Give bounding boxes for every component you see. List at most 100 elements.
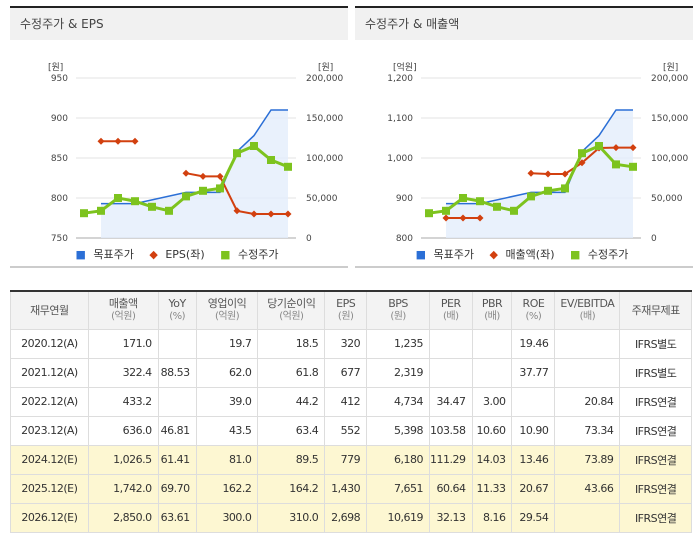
- legend-adj-price: ■ 수정주가: [220, 248, 279, 261]
- legend-target-price: ■ 목표주가: [415, 248, 474, 261]
- table-cell: 81.0: [195, 444, 259, 475]
- column-header: PBR (배): [471, 290, 513, 330]
- table-cell: 2022.12(A): [10, 386, 89, 417]
- table-cell: 73.89: [554, 444, 621, 475]
- header-unit: (억원): [214, 311, 240, 323]
- table-cell: 4,734: [366, 386, 430, 417]
- adj-price-point: [216, 184, 224, 193]
- adj-price-point: [250, 142, 258, 150]
- table-cell: 320: [324, 328, 368, 359]
- table-cell: 46.81: [157, 415, 197, 446]
- panel-title: 수정주가 & EPS: [10, 8, 348, 40]
- left-tick-label: 1,100: [387, 114, 413, 124]
- header-unit: (배): [484, 311, 500, 323]
- adj-price-point: [165, 206, 173, 215]
- adj-price-point: [80, 209, 88, 218]
- table-cell: [471, 357, 513, 388]
- column-header: ROE (%): [511, 290, 556, 330]
- legend-adj-price: ■ 수정주가: [570, 248, 629, 261]
- table-cell: IFRS연결: [619, 415, 692, 446]
- left-series-point: [527, 169, 535, 177]
- table-cell: 19.46: [511, 328, 556, 359]
- table-cell: 39.0: [195, 386, 259, 417]
- revenue-chart-panel: 수정주가 & 매출액 [억원] [원] 1,200 200,000 1,100 150,0…: [355, 6, 693, 268]
- revenue-chart: [억원] [원] 1,200 200,000 1,100 150,000 1,000 100,…: [387, 61, 688, 242]
- table-cell: 322.4: [87, 357, 159, 388]
- adj-price-point: [131, 197, 139, 206]
- header-unit: (%): [169, 311, 186, 323]
- table-cell: 1,742.0: [87, 473, 159, 504]
- right-tick-label: 100,000: [306, 154, 343, 164]
- table-cell: 2,850.0: [87, 502, 159, 533]
- column-header: 매출액 (억원): [87, 290, 159, 330]
- right-tick-label: 200,000: [306, 74, 343, 84]
- left-series-point: [250, 210, 258, 218]
- header-unit: (%): [525, 311, 542, 323]
- left-series-point: [97, 137, 105, 145]
- table-cell: 32.13: [429, 502, 473, 533]
- header-unit: (억원): [279, 311, 304, 323]
- right-axis-unit: [원]: [318, 62, 333, 73]
- right-tick-label: 200,000: [651, 74, 688, 84]
- left-tick-label: 850: [51, 154, 68, 164]
- table-cell: 37.77: [511, 357, 556, 388]
- table-cell: IFRS별도: [619, 357, 692, 388]
- right-tick-label: 100,000: [651, 154, 688, 164]
- header-unit: (배): [442, 311, 459, 323]
- table-cell: 412: [324, 386, 368, 417]
- table-cell: [554, 328, 621, 359]
- table-cell: 13.46: [511, 444, 556, 475]
- adj-price-point: [425, 209, 433, 218]
- adj-price-point: [629, 162, 637, 171]
- table-cell: 10.90: [511, 415, 556, 446]
- left-series-point: [561, 170, 569, 178]
- table-cell: 2020.12(A): [10, 328, 89, 359]
- left-series-point: [612, 144, 620, 152]
- header-unit: (억원): [111, 311, 136, 323]
- column-header: 영업이익 (억원): [195, 290, 259, 330]
- table-cell: 310.0: [257, 502, 326, 533]
- panel-title: 수정주가 & 매출액: [355, 8, 693, 40]
- table-cell: 779: [324, 444, 368, 475]
- column-header: 재무연월: [10, 290, 89, 330]
- column-header: EPS (원): [324, 290, 368, 330]
- right-tick-label: 150,000: [306, 114, 343, 124]
- adj-price-point: [97, 206, 105, 215]
- table-cell: [554, 502, 621, 533]
- left-tick-label: 1,000: [387, 154, 413, 164]
- table-cell: 61.41: [157, 444, 197, 475]
- table-cell: 171.0: [87, 328, 159, 359]
- adj-price-point: [561, 184, 569, 193]
- header-label: 재무연월: [30, 303, 69, 317]
- adj-price-point: [148, 202, 156, 211]
- adj-price-point: [442, 206, 450, 215]
- table-cell: 18.5: [257, 328, 326, 359]
- table-cell: 8.16: [471, 502, 513, 533]
- table-cell: 2025.12(E): [10, 473, 89, 504]
- adj-price-point: [595, 142, 603, 150]
- adj-price-point: [544, 186, 552, 195]
- table-cell: [429, 357, 473, 388]
- table-cell: 43.66: [554, 473, 621, 504]
- right-axis-unit: [원]: [663, 62, 678, 73]
- table-cell: 6,180: [366, 444, 430, 475]
- right-tick-label: 0: [651, 234, 657, 242]
- left-series-point: [544, 170, 552, 178]
- financial-table: 재무연월 매출액 (억원) YoY (%) 영업이익 (억원) 당기순이익 (억원) EPS (원)…: [10, 290, 692, 533]
- table-cell: 7,651: [366, 473, 430, 504]
- table-cell: 89.5: [257, 444, 326, 475]
- left-tick-label: 900: [396, 194, 413, 204]
- table-cell: 60.64: [429, 473, 473, 504]
- header-label: BPS: [388, 297, 408, 311]
- table-cell: [511, 386, 556, 417]
- column-header: EV/EBITDA (배): [554, 290, 621, 330]
- table-cell: 111.29: [429, 444, 473, 475]
- left-series-point: [114, 137, 122, 145]
- column-header: YoY (%): [157, 290, 197, 330]
- table-cell: 5,398: [366, 415, 430, 446]
- table-cell: IFRS연결: [619, 502, 692, 533]
- left-series-point: [216, 172, 224, 180]
- left-series-point: [267, 210, 275, 218]
- table-cell: 2,319: [366, 357, 430, 388]
